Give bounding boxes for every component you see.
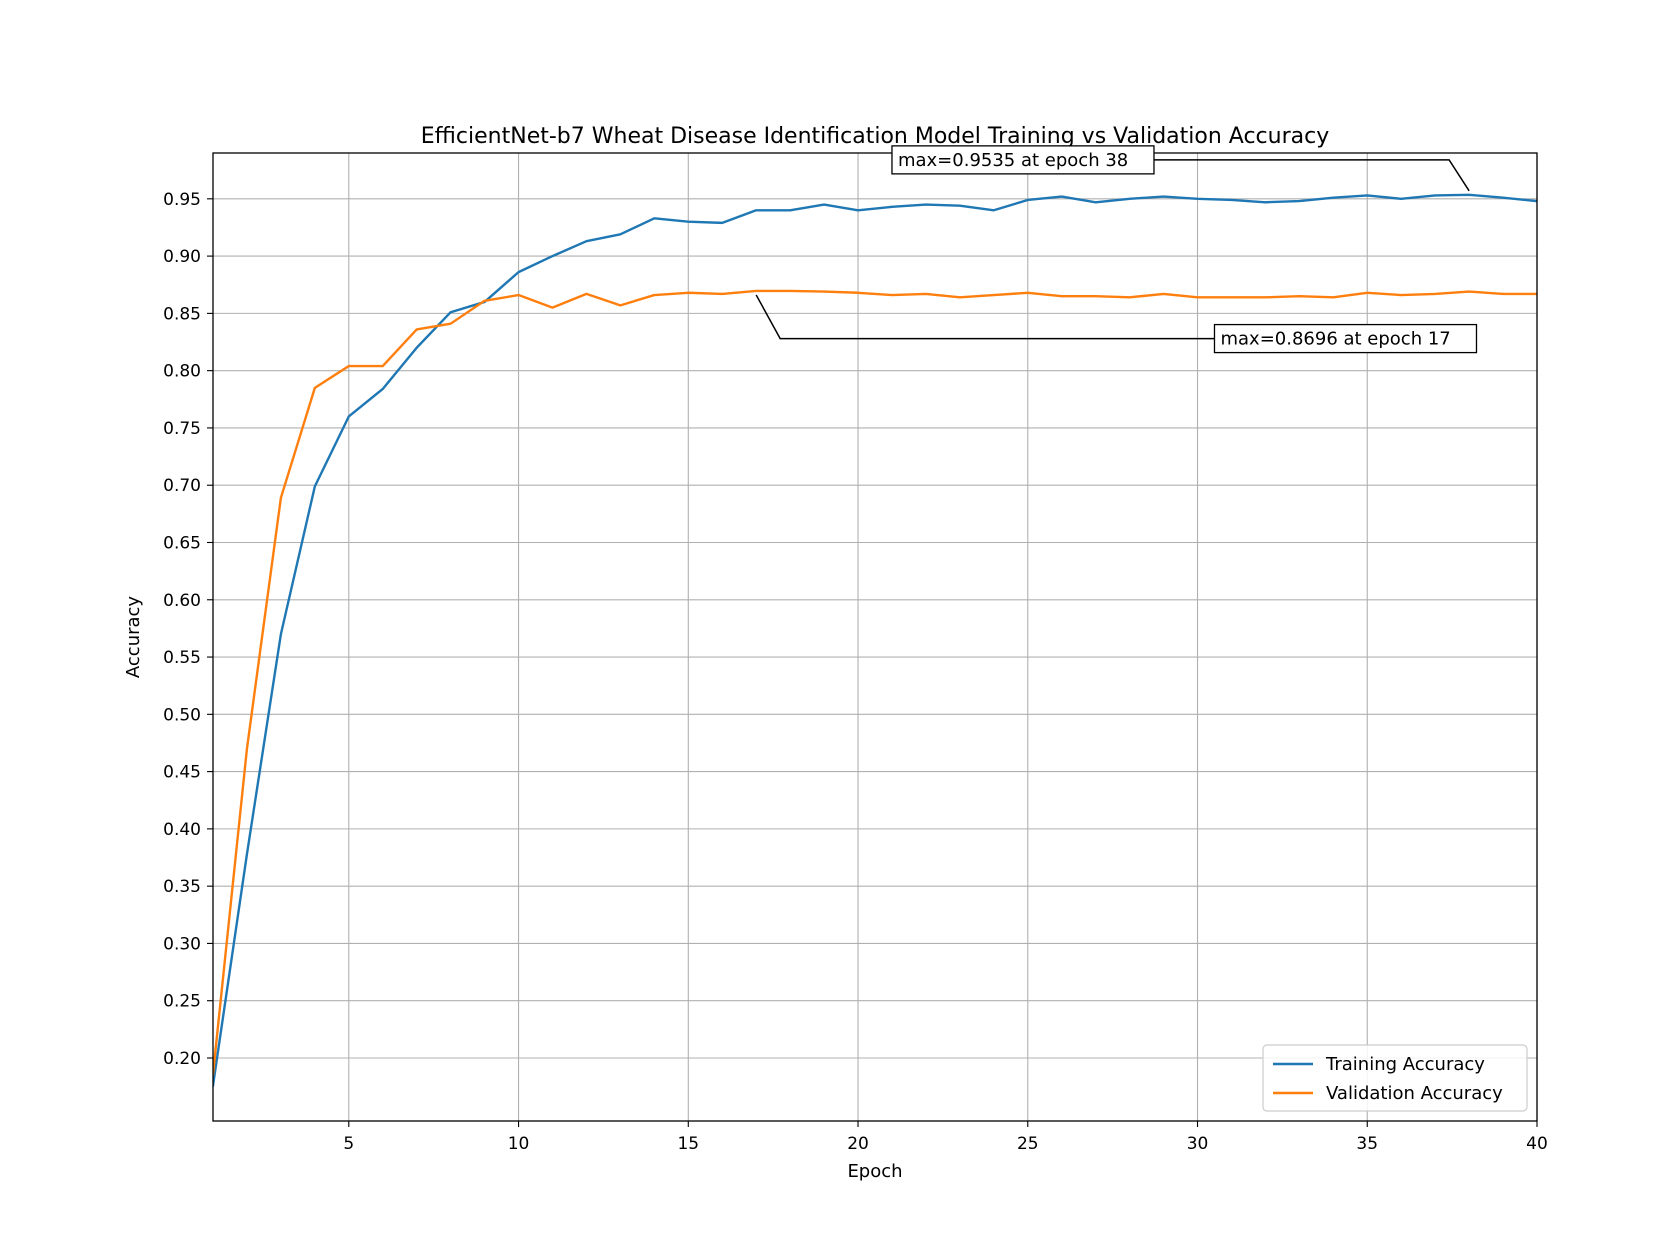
x-tick-label: 25 <box>1017 1134 1039 1154</box>
x-tick-label: 40 <box>1526 1134 1548 1154</box>
annotations: max=0.9535 at epoch 38 max=0.8696 at epoc… <box>755 145 1478 354</box>
y-tick-label: 0.95 <box>163 190 201 210</box>
y-tick-label: 0.50 <box>163 705 201 725</box>
annotation-arrow-val <box>755 294 1215 340</box>
y-tick-label: 0.35 <box>163 877 201 897</box>
annotation-text-val: max=0.8696 at epoch 17 <box>1220 329 1450 350</box>
y-tick-label: 0.45 <box>163 763 201 783</box>
axis-ticks: 5 10 15 20 25 30 35 40 0.20 0.25 0.30 0.35 0.40 0.45 0… <box>163 190 1548 1154</box>
x-tick-label: 10 <box>508 1134 530 1154</box>
legend-label-training: Training Accuracy <box>1325 1054 1485 1075</box>
series-lines <box>213 193 1537 1087</box>
y-tick-label: 0.55 <box>163 648 201 668</box>
x-tick-label: 30 <box>1187 1134 1209 1154</box>
legend-label-validation: Validation Accuracy <box>1326 1083 1503 1104</box>
y-tick-label: 0.20 <box>163 1049 201 1069</box>
x-tick-label: 15 <box>677 1134 699 1154</box>
y-axis-title: Accuracy <box>123 596 144 679</box>
legend: Training Accuracy Validation Accuracy <box>1262 1044 1528 1112</box>
chart-title: EfficientNet-b7 Wheat Disease Identifica… <box>421 124 1329 149</box>
validation-accuracy-line <box>213 289 1537 1076</box>
annotation-arrow-train <box>1153 159 1470 192</box>
y-tick-label: 0.75 <box>163 419 201 439</box>
y-tick-label: 0.40 <box>163 820 201 840</box>
y-tick-label: 0.30 <box>163 934 201 954</box>
plot-frame <box>212 152 1538 1122</box>
y-tick-label: 0.65 <box>163 533 201 553</box>
training-accuracy-line <box>213 193 1537 1087</box>
legend-box <box>1262 1044 1528 1112</box>
y-tick-label: 0.85 <box>163 304 201 324</box>
y-tick-label: 0.25 <box>163 992 201 1012</box>
x-tick-label: 20 <box>847 1134 869 1154</box>
annotation-text-train: max=0.9535 at epoch 38 <box>898 150 1128 171</box>
x-tick-label: 5 <box>343 1134 354 1154</box>
x-tick-label: 35 <box>1356 1134 1378 1154</box>
annotation-box-train <box>891 145 1155 175</box>
y-tick-label: 0.90 <box>163 247 201 267</box>
y-tick-label: 0.70 <box>163 476 201 496</box>
grid-lines <box>213 153 1538 1121</box>
y-tick-label: 0.80 <box>163 362 201 382</box>
x-axis-title: Epoch <box>847 1161 902 1182</box>
y-tick-label: 0.60 <box>163 591 201 611</box>
